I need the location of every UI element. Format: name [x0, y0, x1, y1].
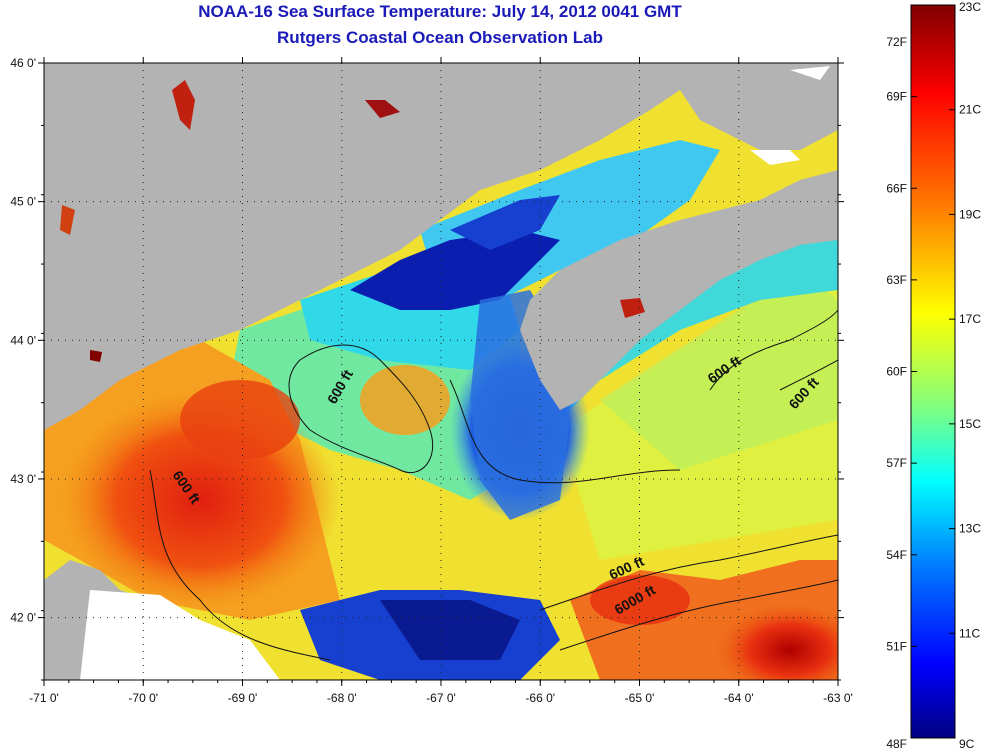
lat-tick-label: 42 0' — [10, 611, 36, 625]
lon-tick-label: -67 0' — [426, 691, 456, 705]
map-axes: 46 0' 45 0' 44 0' 43 0' 42 0' -71 0' -70 0' -69… — [10, 56, 852, 705]
colorbar-f-label: 63F — [886, 273, 907, 287]
missing-data-top — [790, 66, 830, 80]
sst-fundy-blue — [450, 195, 560, 250]
lat-tick-label: 45 0' — [10, 195, 36, 209]
contour-600ft-east — [709, 309, 838, 391]
sst-georges-core — [380, 600, 520, 660]
contour-6000ft — [559, 579, 838, 651]
contour-600ft-basin — [449, 379, 681, 484]
colorbar-c-label: 19C — [959, 207, 981, 221]
lon-tick-label: -70 0' — [128, 691, 158, 705]
colorbar — [910, 4, 956, 739]
missing-data-south — [80, 590, 280, 680]
land-nova-scotia — [520, 170, 838, 410]
colorbar-f-label: 54F — [886, 548, 907, 562]
sst-se-patch — [590, 575, 690, 625]
colorbar-f-label: 48F — [886, 737, 907, 751]
contour-600ft-far-east — [779, 359, 838, 391]
lat-tick-label: 43 0' — [10, 472, 36, 486]
inland-warm-lake-5 — [90, 350, 102, 362]
inland-warm-lake-2 — [365, 100, 400, 118]
colorbar-f-label: 60F — [886, 365, 907, 379]
contour-600ft-west — [149, 469, 331, 661]
colorbar-c-label: 13C — [959, 522, 981, 536]
colorbar-c-label: 9C — [959, 737, 975, 751]
contour-600ft-south — [539, 534, 838, 611]
lon-tick-label: -69 0' — [228, 691, 258, 705]
sst-central-orange — [360, 365, 450, 435]
colorbar-f-label: 69F — [886, 90, 907, 104]
inland-warm-lake-3 — [60, 205, 75, 235]
lon-tick-label: -64 0' — [724, 691, 754, 705]
grid-lines — [44, 63, 838, 680]
contour-600ft-central — [288, 344, 434, 474]
lon-tick-label: -66 0' — [525, 691, 555, 705]
colorbar-c-label: 21C — [959, 103, 981, 117]
chart-title: NOAA-16 Sea Surface Temperature: July 14… — [198, 2, 682, 21]
colorbar-c-label: 15C — [959, 417, 981, 431]
lat-tick-label: 44 0' — [10, 333, 36, 347]
inland-warm-lake-1 — [172, 80, 195, 130]
sst-se-hot — [710, 600, 838, 680]
colorbar-c-label: 11C — [959, 626, 980, 640]
depth-contours — [149, 309, 838, 661]
colorbar-f-label: 57F — [886, 456, 907, 470]
colorbar-c-label: 17C — [959, 312, 981, 326]
colorbar-f-label: 51F — [886, 639, 907, 653]
inland-warm-lake-4 — [620, 298, 645, 318]
colorbar-ticks: 72F 69F 66F 63F 60F 57F 54F 51F 48F 23C 21C 19C 17C 1… — [886, 0, 981, 751]
lon-tick-label: -68 0' — [327, 691, 357, 705]
colorbar-c-label: 23C — [959, 0, 981, 14]
lat-tick-label: 46 0' — [10, 56, 36, 70]
lon-tick-label: -65 0' — [625, 691, 655, 705]
lon-tick-label: -71 0' — [29, 691, 59, 705]
colorbar-f-label: 66F — [886, 181, 907, 195]
lon-tick-label: -63 0' — [823, 691, 853, 705]
colorbar-f-label: 72F — [886, 35, 907, 49]
missing-data-ne — [750, 150, 800, 165]
sst-cold-plume — [350, 230, 560, 310]
map-plot-area — [44, 63, 838, 680]
sst-east-green — [600, 270, 838, 470]
sst-warm-patch — [180, 380, 300, 460]
chart-subtitle: Rutgers Coastal Ocean Observation Lab — [277, 28, 603, 47]
